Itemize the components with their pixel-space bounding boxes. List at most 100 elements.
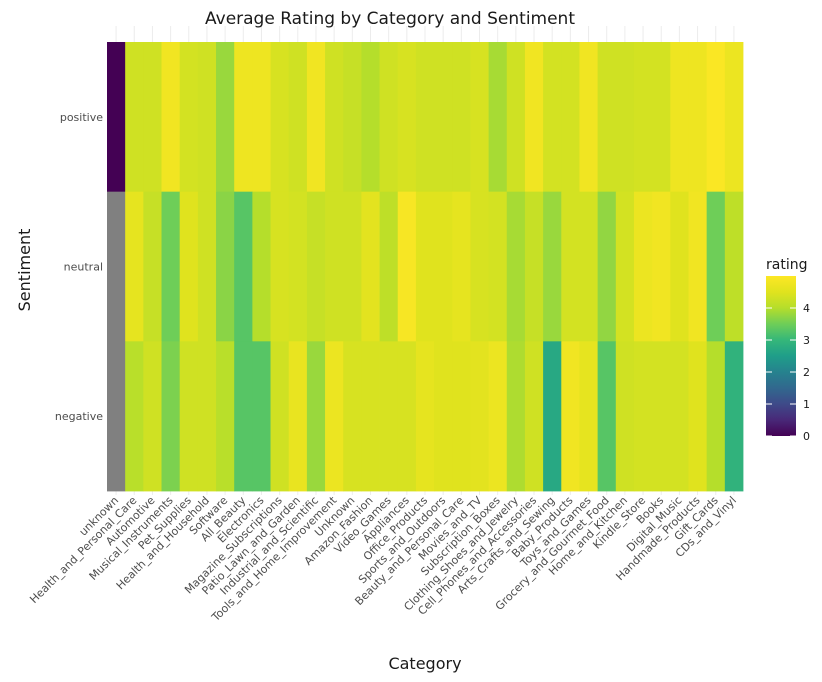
heatmap-cell-positive-11 (306, 42, 326, 193)
heatmap-cell-negative-1 (125, 341, 144, 492)
legend-tick-label: 2 (803, 366, 810, 379)
heatmap-cell-negative-32 (688, 341, 708, 492)
legend-tick-label: 1 (803, 398, 810, 411)
heatmap-cell-negative-16 (397, 341, 417, 492)
heatmap-cell-positive-34 (724, 42, 744, 193)
heatmap-cell-negative-28 (615, 341, 635, 492)
heatmap-cell-neutral-14 (361, 191, 380, 342)
heatmap-cells (107, 42, 744, 492)
heatmap-cell-negative-24 (543, 341, 562, 492)
heatmap-cell-neutral-23 (524, 191, 544, 342)
heatmap-cell-positive-2 (143, 42, 162, 193)
heatmap-cell-neutral-5 (197, 191, 217, 342)
heatmap-cell-positive-32 (688, 42, 708, 193)
heatmap-cell-neutral-6 (216, 191, 235, 342)
heatmap-cell-positive-16 (397, 42, 417, 193)
heatmap-cell-positive-1 (125, 42, 144, 193)
heatmap-cell-neutral-16 (397, 191, 417, 342)
heatmap-cell-neutral-8 (252, 191, 271, 342)
heatmap-cell-positive-24 (543, 42, 562, 193)
y-tick-label-positive: positive (60, 111, 103, 124)
heatmap-cell-positive-5 (197, 42, 217, 193)
heatmap-cell-neutral-30 (652, 191, 671, 342)
heatmap-cell-negative-3 (161, 341, 181, 492)
heatmap-cell-neutral-10 (288, 191, 308, 342)
heatmap-cell-negative-27 (597, 341, 617, 492)
heatmap-cell-positive-31 (670, 42, 689, 193)
heatmap-cell-negative-20 (470, 341, 489, 492)
heatmap-cell-negative-11 (306, 341, 326, 492)
heatmap-cell-neutral-20 (470, 191, 489, 342)
heatmap-cell-positive-18 (434, 42, 453, 193)
heatmap-cell-negative-12 (325, 341, 344, 492)
heatmap-cell-negative-25 (561, 341, 580, 492)
heatmap-cell-positive-19 (452, 42, 471, 193)
x-tick-labels: unknownHealth_and_Personal_CareAutomotiv… (27, 493, 739, 624)
heatmap-cell-positive-30 (652, 42, 671, 193)
heatmap-cell-positive-25 (561, 42, 580, 193)
chart-title: Average Rating by Category and Sentiment (205, 9, 575, 29)
legend-tick-label: 3 (803, 334, 810, 347)
heatmap-cell-neutral-18 (434, 191, 453, 342)
legend-tick-label: 0 (803, 430, 810, 443)
y-tick-label-negative: negative (55, 410, 103, 423)
x-axis-title: Category (388, 654, 461, 673)
heatmap-cell-neutral-29 (633, 191, 653, 342)
heatmap-cell-negative-7 (234, 341, 253, 492)
heatmap-cell-neutral-9 (270, 191, 290, 342)
heatmap-cell-negative-8 (252, 341, 271, 492)
heatmap-cell-neutral-13 (343, 191, 362, 342)
heatmap-cell-neutral-12 (325, 191, 344, 342)
heatmap-cell-negative-22 (506, 341, 526, 492)
heatmap-cell-negative-2 (143, 341, 162, 492)
heatmap-cell-negative-6 (216, 341, 235, 492)
heatmap-cell-negative-10 (288, 341, 308, 492)
heatmap-cell-positive-14 (361, 42, 380, 193)
heatmap-cell-neutral-2 (143, 191, 162, 342)
heatmap-cell-positive-4 (179, 42, 199, 193)
heatmap-cell-positive-12 (325, 42, 344, 193)
heatmap-cell-neutral-34 (724, 191, 744, 342)
heatmap-cell-positive-33 (706, 42, 726, 193)
y-tick-labels: positive neutral negative (55, 111, 103, 423)
y-axis-title: Sentiment (15, 229, 34, 312)
legend-tick-label: 4 (803, 302, 810, 315)
heatmap-cell-neutral-1 (125, 191, 144, 342)
heatmap-cell-negative-26 (579, 341, 599, 492)
heatmap-cell-negative-34 (724, 341, 744, 492)
heatmap-cell-positive-0 (107, 42, 126, 193)
legend-colorbar (766, 276, 796, 436)
heatmap-cell-negative-30 (652, 341, 671, 492)
heatmap-cell-positive-9 (270, 42, 290, 193)
legend-title: rating (766, 257, 807, 273)
heatmap-cell-positive-28 (615, 42, 635, 193)
heatmap-cell-negative-21 (488, 341, 508, 492)
heatmap-cell-neutral-27 (597, 191, 617, 342)
heatmap-cell-neutral-22 (506, 191, 526, 342)
color-legend: rating 0 1 2 3 4 (766, 257, 810, 443)
heatmap-cell-positive-3 (161, 42, 181, 193)
heatmap-cell-negative-29 (633, 341, 653, 492)
heatmap-cell-negative-17 (415, 341, 435, 492)
heatmap-cell-negative-19 (452, 341, 471, 492)
heatmap-cell-neutral-26 (579, 191, 599, 342)
heatmap-cell-positive-13 (343, 42, 362, 193)
heatmap-cell-negative-23 (524, 341, 544, 492)
heatmap-cell-negative-13 (343, 341, 362, 492)
heatmap-cell-positive-21 (488, 42, 508, 193)
heatmap-cell-negative-0 (107, 341, 126, 492)
heatmap-cell-positive-23 (524, 42, 544, 193)
heatmap-cell-neutral-0 (107, 191, 126, 342)
heatmap-cell-neutral-24 (543, 191, 562, 342)
heatmap-cell-positive-20 (470, 42, 489, 193)
heatmap-cell-neutral-11 (306, 191, 326, 342)
heatmap-cell-negative-9 (270, 341, 290, 492)
heatmap-cell-positive-10 (288, 42, 308, 193)
heatmap-cell-positive-7 (234, 42, 253, 193)
heatmap-cell-neutral-3 (161, 191, 181, 342)
heatmap-cell-negative-31 (670, 341, 689, 492)
heatmap-cell-positive-8 (252, 42, 271, 193)
heatmap-cell-neutral-25 (561, 191, 580, 342)
